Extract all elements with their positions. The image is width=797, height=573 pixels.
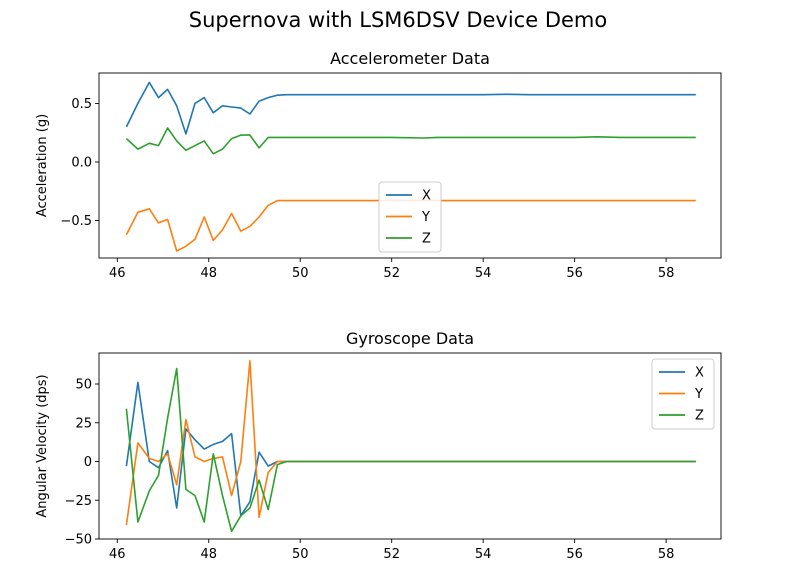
figure-title: Supernova with LSM6DSV Device Demo bbox=[189, 8, 607, 32]
legend: XYZ bbox=[378, 181, 442, 253]
x-tick-label: 58 bbox=[658, 547, 675, 562]
legend-label-x: X bbox=[422, 189, 431, 204]
y-tick-label: −0.5 bbox=[60, 214, 92, 229]
series-line-y bbox=[125, 199, 696, 252]
x-tick-label: 54 bbox=[475, 266, 492, 281]
axes-title: Gyroscope Data bbox=[346, 329, 474, 348]
y-tick-label: 0.0 bbox=[71, 155, 92, 170]
axes-frame bbox=[98, 72, 722, 259]
y-tick-label: −50 bbox=[65, 533, 92, 548]
legend-label-z: Z bbox=[422, 232, 431, 247]
x-tick-label: 56 bbox=[566, 266, 583, 281]
x-tick-label: 56 bbox=[566, 547, 583, 562]
series-line-x bbox=[125, 81, 696, 135]
series-line-z bbox=[125, 127, 696, 155]
y-axis-label: Angular Velocity (dps) bbox=[35, 374, 50, 517]
x-tick-label: 52 bbox=[383, 266, 400, 281]
legend-label-y: Y bbox=[694, 387, 703, 402]
y-tick-label: 0.5 bbox=[71, 97, 92, 112]
x-tick-label: 50 bbox=[292, 547, 309, 562]
legend-label-y: Y bbox=[421, 210, 430, 225]
axes-frame bbox=[98, 352, 722, 540]
series-lines bbox=[125, 359, 696, 533]
x-tick-label: 58 bbox=[658, 266, 675, 281]
y-tick-label: 0 bbox=[84, 455, 92, 470]
x-tick-label: 52 bbox=[383, 547, 400, 562]
chart-gyroscope: Gyroscope Data Angular Velocity (dps) 46 48… bbox=[35, 329, 722, 562]
legend-label-z: Z bbox=[695, 409, 704, 424]
x-tick-label: 46 bbox=[109, 266, 126, 281]
y-tick-label: 50 bbox=[75, 378, 92, 393]
x-tick-label: 50 bbox=[292, 266, 309, 281]
chart-accelerometer: Accelerometer Data Acceleration (g) 46 48 50… bbox=[35, 49, 722, 281]
legend: XYZ bbox=[651, 358, 715, 430]
y-axis-label: Acceleration (g) bbox=[35, 114, 50, 217]
series-line-z bbox=[125, 367, 696, 533]
legend-label-x: X bbox=[695, 366, 704, 381]
y-tick-label: −25 bbox=[65, 494, 92, 509]
x-tick-label: 46 bbox=[109, 547, 126, 562]
series-lines bbox=[125, 81, 696, 252]
x-tick-label: 48 bbox=[200, 266, 217, 281]
axes-title: Accelerometer Data bbox=[330, 49, 490, 68]
x-tick-label: 48 bbox=[200, 547, 217, 562]
y-tick-label: 25 bbox=[75, 416, 92, 431]
x-tick-label: 54 bbox=[475, 547, 492, 562]
